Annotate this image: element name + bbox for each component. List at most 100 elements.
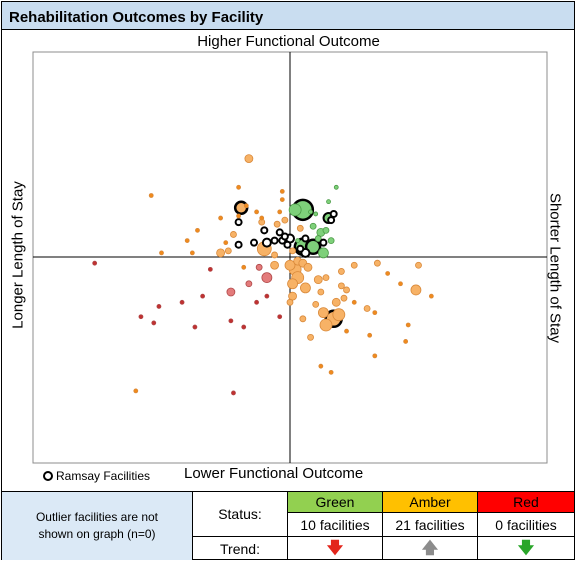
status-label: Status: <box>218 506 262 522</box>
facility-point-amber <box>343 286 350 294</box>
chart-title: Rehabilitation Outcomes by Facility <box>9 9 264 26</box>
facility-point-amber <box>299 315 307 323</box>
facility-point-amber <box>351 299 357 305</box>
facility-point-red <box>264 293 270 299</box>
facility-point-red <box>228 318 234 324</box>
axis-label-left: Longer Length of Stay <box>9 181 27 329</box>
status-count-amber: 21 facilities <box>395 516 465 533</box>
axis-label-bottom: Lower Functional Outcome <box>184 465 364 482</box>
facility-point-amber <box>289 247 296 255</box>
outlier-note: Outlier facilities are not shown on grap… <box>2 492 193 560</box>
outlier-note-line1: Outlier facilities are not <box>35 510 159 524</box>
facility-point-red <box>192 324 198 330</box>
facility-point-amber <box>300 282 311 294</box>
axis-label-top: Higher Functional Outcome <box>197 33 380 50</box>
facility-point-green <box>326 199 331 205</box>
facility-point-amber <box>317 288 325 296</box>
facility-point-amber <box>243 203 249 209</box>
facility-point-amber <box>350 261 358 269</box>
facility-point-amber <box>236 213 242 219</box>
facility-point-amber <box>236 184 242 190</box>
facility-point-amber <box>428 293 434 299</box>
facility-point-amber <box>224 247 232 255</box>
status-panel: Outlier facilities are not shown on grap… <box>2 491 574 560</box>
status-count-green-cell: 10 facilities <box>287 512 383 537</box>
facility-point-amber <box>363 305 371 312</box>
facility-point-red <box>226 287 236 297</box>
facility-point-amber <box>223 240 229 246</box>
facility-point-amber <box>296 224 304 232</box>
status-header-green: Green <box>287 492 383 513</box>
facility-point-red <box>245 280 253 288</box>
facility-point-amber <box>230 231 237 238</box>
ramsay-facility-point <box>319 238 328 247</box>
ramsay-facility-point <box>275 228 284 237</box>
facility-point-amber <box>403 339 409 344</box>
trend-red-cell: 🡇 <box>477 536 574 560</box>
facility-point-red <box>92 260 98 266</box>
ramsay-facility-point <box>296 244 305 253</box>
ramsay-facility-point <box>261 237 272 248</box>
status-header-amber: Amber <box>382 492 478 513</box>
facility-point-amber <box>259 215 265 221</box>
facility-point-amber <box>415 261 422 269</box>
facility-point-green <box>327 237 335 245</box>
trend-label: Trend: <box>220 540 260 557</box>
ramsay-marker-icon <box>43 471 53 481</box>
facility-point-red <box>255 263 263 271</box>
facility-point-amber <box>307 333 314 341</box>
facility-point-red <box>138 314 144 320</box>
facility-point-amber <box>281 216 289 224</box>
status-label-cell: Status: <box>193 492 288 537</box>
facility-point-amber <box>284 259 296 271</box>
facility-point-amber <box>254 209 259 215</box>
facility-point-red <box>241 324 247 330</box>
facility-point-green <box>313 211 319 217</box>
facility-point-amber <box>241 264 247 270</box>
axis-label-right: Shorter Length of Stay <box>546 192 564 344</box>
status-count-red: 0 facilities <box>495 516 557 533</box>
ramsay-facility-point <box>260 226 269 235</box>
facility-point-amber <box>331 297 341 307</box>
trend-green-cell: 🡇 <box>287 536 383 560</box>
status-count-amber-cell: 21 facilities <box>382 512 478 537</box>
facility-point-green <box>288 203 302 217</box>
facility-point-amber <box>344 328 349 334</box>
status-name-amber: Amber <box>409 494 451 510</box>
facility-point-amber <box>385 271 391 276</box>
ramsay-facility-point <box>329 209 338 218</box>
ramsay-facility-point <box>327 216 336 225</box>
ramsay-facility-point <box>270 236 279 245</box>
outlier-note-line2: shown on graph (n=0) <box>38 527 156 541</box>
facility-point-amber <box>195 227 200 233</box>
title-bar: Rehabilitation Outcomes by Facility <box>2 2 574 30</box>
status-count-green: 10 facilities <box>300 516 370 533</box>
facility-point-amber <box>286 298 294 306</box>
ramsay-facility-point <box>250 238 259 247</box>
facility-point-amber <box>372 310 378 316</box>
facility-point-green <box>314 235 322 242</box>
facility-point-green <box>309 222 317 230</box>
ramsay-facility-point <box>283 240 292 249</box>
facility-point-amber <box>410 284 422 296</box>
facility-point-amber <box>279 197 285 203</box>
facility-point-amber <box>328 369 334 375</box>
trend-up-arrow-icon: 🡅 <box>421 539 439 557</box>
facility-point-amber <box>322 274 330 282</box>
facility-point-amber <box>273 220 281 228</box>
facility-point-red <box>231 390 236 396</box>
facility-point-amber <box>279 188 285 194</box>
facility-point-amber <box>340 294 348 302</box>
trend-amber-cell: 🡅 <box>382 536 478 560</box>
facility-point-amber <box>184 238 190 244</box>
facility-point-amber <box>372 353 378 359</box>
facility-point-amber <box>216 248 226 258</box>
facility-point-amber <box>337 282 345 290</box>
status-count-red-cell: 0 facilities <box>477 512 574 537</box>
facility-point-red <box>207 266 213 272</box>
legend-label: Ramsay Facilities <box>56 469 151 483</box>
facility-point-amber <box>367 332 373 338</box>
facility-point-red <box>151 320 157 326</box>
status-name-red: Red <box>513 494 539 510</box>
